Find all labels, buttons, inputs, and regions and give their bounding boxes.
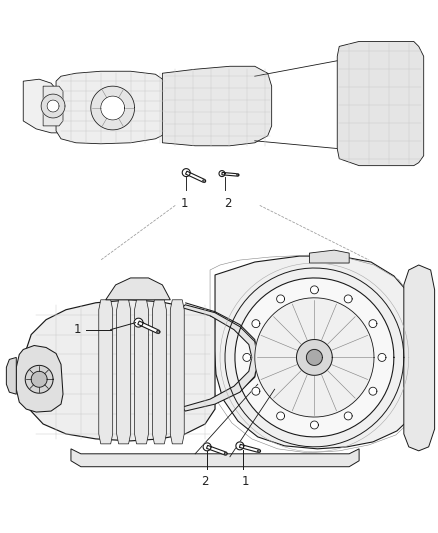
Polygon shape (162, 66, 272, 146)
Polygon shape (219, 171, 225, 176)
Polygon shape (297, 340, 332, 375)
Polygon shape (16, 345, 63, 412)
Polygon shape (31, 372, 47, 387)
Polygon shape (309, 250, 349, 263)
Polygon shape (138, 321, 159, 334)
Polygon shape (252, 320, 260, 328)
Polygon shape (224, 453, 227, 455)
Polygon shape (337, 42, 424, 166)
Polygon shape (222, 172, 238, 176)
Polygon shape (207, 446, 226, 455)
Polygon shape (214, 256, 427, 449)
Polygon shape (344, 295, 352, 303)
Text: 1: 1 (180, 197, 188, 211)
Polygon shape (25, 366, 53, 393)
Polygon shape (258, 450, 261, 453)
Polygon shape (71, 449, 359, 467)
Text: 1: 1 (242, 475, 250, 488)
Polygon shape (277, 295, 285, 303)
Text: 2: 2 (201, 475, 209, 488)
Polygon shape (106, 278, 170, 300)
Polygon shape (134, 318, 143, 327)
Polygon shape (99, 300, 113, 444)
Text: 1: 1 (74, 323, 81, 336)
Polygon shape (117, 300, 131, 444)
Polygon shape (203, 180, 205, 182)
Polygon shape (311, 286, 318, 294)
Polygon shape (237, 174, 239, 176)
Polygon shape (369, 320, 377, 328)
Polygon shape (252, 387, 260, 395)
Polygon shape (277, 412, 285, 420)
Polygon shape (170, 300, 184, 444)
Polygon shape (235, 278, 394, 437)
Polygon shape (41, 94, 65, 118)
Polygon shape (182, 305, 258, 411)
Polygon shape (101, 96, 124, 120)
Polygon shape (157, 330, 160, 334)
Polygon shape (307, 350, 322, 365)
Polygon shape (344, 412, 352, 420)
Text: 2: 2 (224, 197, 232, 211)
Polygon shape (91, 86, 134, 130)
Polygon shape (404, 265, 434, 451)
Polygon shape (186, 171, 205, 182)
Polygon shape (255, 298, 374, 417)
Polygon shape (243, 353, 251, 361)
Polygon shape (23, 79, 69, 133)
Polygon shape (7, 358, 16, 394)
Polygon shape (152, 300, 166, 444)
Polygon shape (378, 353, 386, 361)
Polygon shape (369, 387, 377, 395)
Polygon shape (43, 86, 63, 126)
Polygon shape (311, 421, 318, 429)
Polygon shape (26, 300, 215, 441)
Polygon shape (240, 445, 259, 453)
Polygon shape (56, 71, 168, 144)
Polygon shape (203, 443, 211, 451)
Polygon shape (134, 300, 148, 444)
Polygon shape (236, 442, 244, 450)
Polygon shape (47, 100, 59, 112)
Polygon shape (182, 168, 190, 176)
